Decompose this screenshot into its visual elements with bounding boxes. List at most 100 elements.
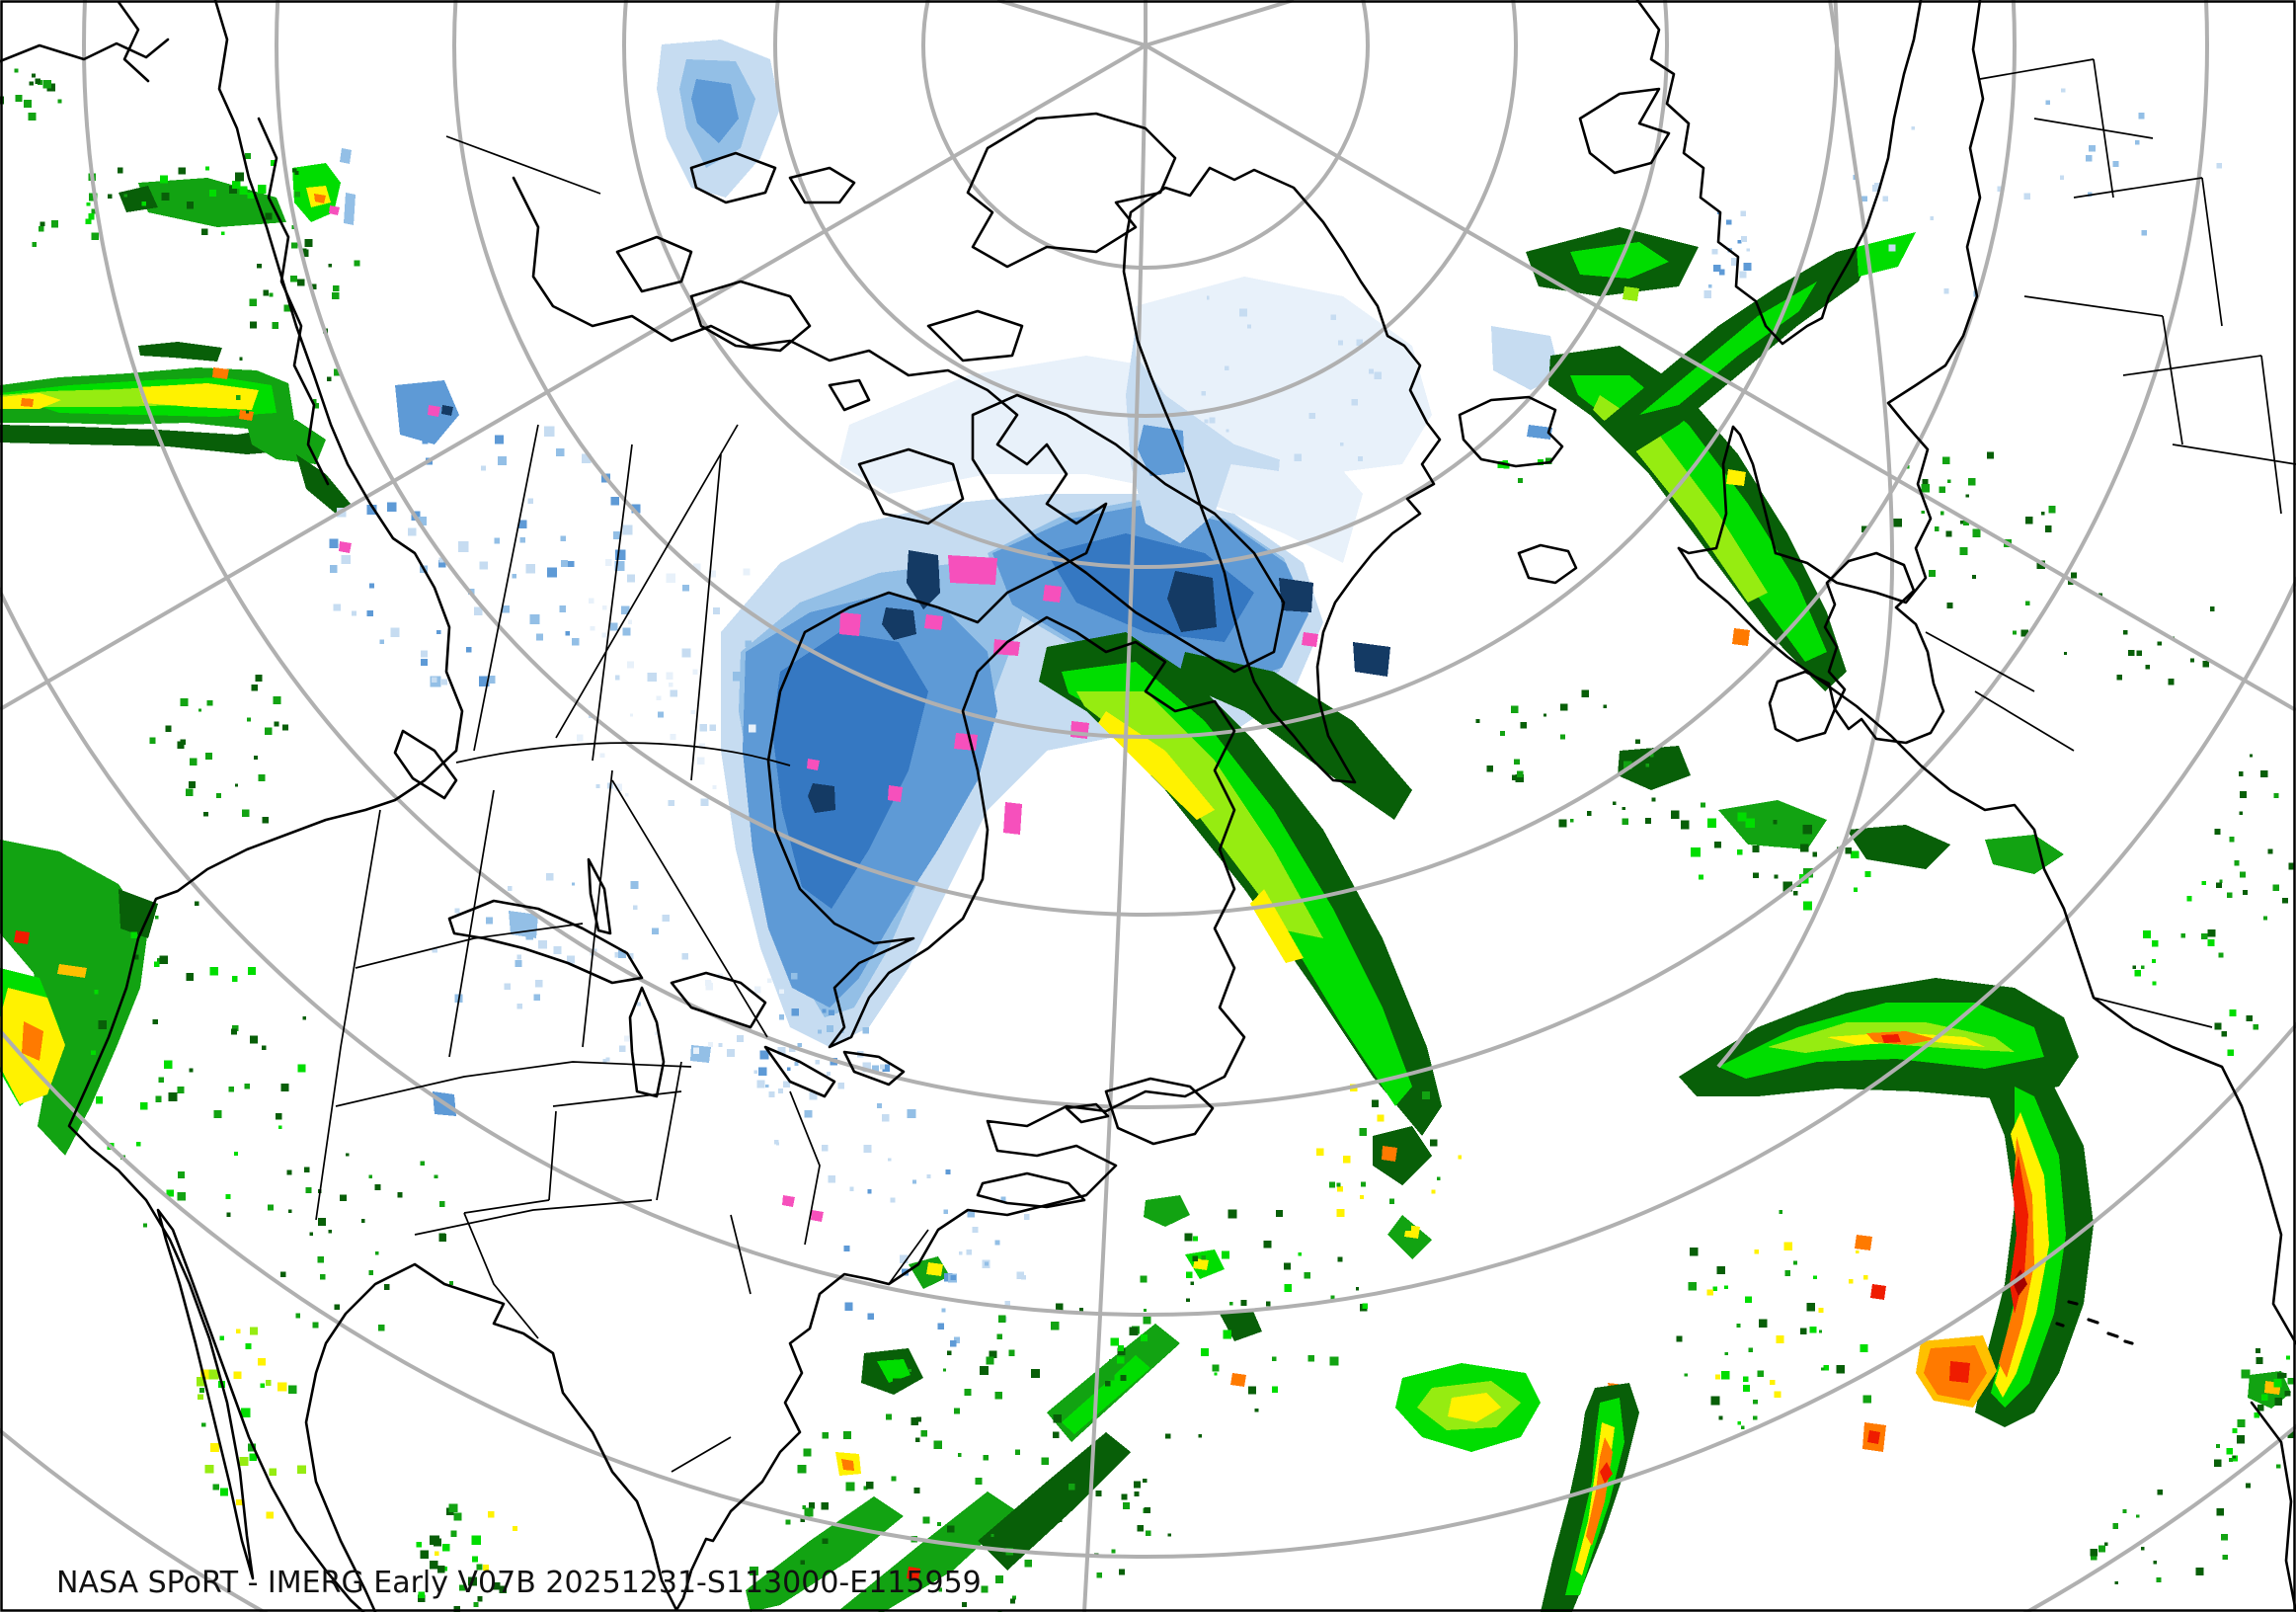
precip-speckle-atl-band-speckles [802,1505,806,1509]
precip-speckle-atl-band-speckles [1078,1308,1083,1313]
precip-speckle-atl-band2-speckles [1201,1348,1209,1356]
precip-speckle-corner-se-green [2232,1427,2238,1433]
precip-speckle-atl-band-speckles [914,1437,920,1443]
precip-speckle-bc-snow [535,633,543,641]
precip-speckle-iceland-green-dots [1544,457,1552,465]
precip-speckle-scandi-coast-blue [1743,263,1752,272]
precip-speckle-greatlakes-snow [828,1009,834,1016]
precip-speckle-corner-se-green [2236,1435,2246,1444]
precip-speckle-storm-between-cells [1753,1399,1758,1405]
precip-speckle-mexico-nw [328,1229,333,1234]
precip-speckle-corner-se-green [2256,1348,2260,1353]
precip-speckle-mexico-nw [340,1194,347,1201]
precip-speckle-storm-between-cells [1793,1260,1798,1265]
precip-speckle-scandi-coast-blue [1726,219,1732,225]
precip-speckle-se-edge2-green [2195,1568,2204,1576]
precip-speckle-europe-blue-specks [1871,185,1879,192]
precip-speckle-storm-between-cells [1754,1249,1760,1254]
precip-speckle-plains-snow [767,978,772,983]
precip-speckle-mexico-nw [287,1209,292,1213]
precip-speckle-greenland-band-frags [1342,1156,1351,1164]
precip-blob-storm-west-scatter [1870,1284,1886,1300]
precip-blob-iceland-norway-band [1623,286,1639,301]
precip-speckle-midwest-snow [571,882,575,886]
precip-blob-west-coast-band [119,889,158,938]
precip-speckle-prairie-snow [708,570,716,578]
coast-chukotka [0,38,170,63]
precip-speckle-arctic-blue-specks [1330,314,1336,321]
precip-speckle-gulf-alaska-specks [39,226,44,232]
precip-speckle-europe-blue-specks [1911,126,1915,130]
precip-speckle-atl-band-speckles [933,1440,943,1449]
precip-speckle-greenland-band-frags [1361,1181,1366,1187]
precip-speckle-prairie-snow [713,606,720,614]
precip-speckle-bc-snow [568,560,575,568]
precip-speckle-midwest-snow [630,881,639,890]
precip-speckle-prairie-snow [666,573,676,583]
precip-blob-band-into-bc-coast [0,425,306,454]
border-us-states-ns [315,769,682,1221]
precip-speckle-ne-atlantic-cells [2186,896,2192,902]
precip-blob-storm-west-scatter [1230,1373,1246,1387]
precip-speckle-atl-band2-speckles [1140,1333,1148,1341]
precip-speckle-right-edge-green [2234,860,2240,866]
precip-speckle-ak-coast-specks [310,283,317,290]
island-newfoundland [1104,1077,1215,1146]
precip-speckle-hudson-gap-snow [599,753,605,759]
precip-speckle-atl-band-speckles [1111,1368,1116,1372]
precip-speckle-prairie-snow [622,627,631,636]
precip-speckle-se-edge2-green [2098,1545,2106,1553]
precip-speckle-hudson-gap-snow [712,785,717,789]
precip-blob-gulf-of-alaska-streaks [344,193,356,225]
precip-speckle-se-edge2-green [2157,1490,2164,1495]
precip-blob-band-into-bc-coast [212,367,229,379]
precip-speckle-california-inland [297,1064,306,1073]
precip-speckle-hudson-gap-snow [697,757,705,766]
precip-speckle-gulf-alaska-specks [229,185,237,194]
precip-speckle-california-inland [96,1096,104,1104]
precip-speckle-midwest-snow [627,953,634,959]
precip-speckle-right-edge-green [2240,790,2247,798]
precip-speckle-hudson-gap-snow [629,713,633,717]
precip-speckle-ak-coast-specks [282,383,289,390]
precip-speckle-atl-band-speckles [821,1502,830,1510]
precip-speckle-mexico-nw [438,1201,445,1207]
precip-speckle-bc-snow [615,549,626,560]
precip-speckle-atl-band2-speckles [1117,1356,1125,1364]
precip-speckle-greatlakes-snow [726,1049,735,1058]
precip-speckle-pnw-specks [215,793,221,799]
precip-speckle-gulfstream-specks [1137,1525,1145,1532]
precip-speckle-atl-band2-speckles [1229,1302,1233,1306]
precip-speckle-atl-band2-speckles [1201,1255,1207,1260]
precip-speckle-prairie-snow [699,724,708,732]
precip-speckle-california-inland [230,1028,238,1035]
precip-speckle-california-inland [159,955,168,965]
precip-speckle-atl-band-speckles [1117,1347,1126,1355]
precip-speckle-atl-band2-speckles [1329,1356,1339,1366]
precip-speckle-norway-se-specks [1946,479,1951,484]
precip-speckle-mexico-nw [312,1322,319,1329]
precip-speckle-mexico-coast [297,1465,306,1475]
precip-speckle-ak-coast-specks [249,298,258,306]
precip-speckle-ak-coast-specks [291,242,298,249]
precip-speckle-greenland-band-frags [1411,1110,1415,1115]
precip-speckle-atl-band2-speckles [1356,1287,1360,1291]
precip-speckle-atl-band-speckles [1104,1381,1111,1387]
precip-speckle-ak-coast-specks [304,239,313,248]
graticule-parallel [921,0,1370,270]
precip-speckle-atl-band-speckles [957,1453,962,1457]
precip-speckle-prairie-snow [692,669,698,676]
precip-speckle-gulfstream-specks [981,1585,989,1593]
precip-speckle-storm-between-cells [1716,1265,1725,1274]
precip-speckle-bc-snow [422,438,429,444]
precip-speckle-atl-band-speckles [986,1356,994,1365]
precip-blob-bc-interior-mixed-spots [428,405,440,417]
precip-speckle-gulf-alaska-specks [247,193,254,200]
precip-speckle-storm-between-cells [1688,1282,1697,1291]
precip-speckle-atl-band-speckles [891,1476,897,1482]
coast-britain [1823,551,1945,745]
precip-blob-mixed-precip-spots-canada [839,612,861,636]
precip-blob-atlantic-storm-south-band [1600,1462,1613,1484]
precip-speckle-california-inland [209,966,218,976]
precip-speckle-california-inland [231,976,238,982]
